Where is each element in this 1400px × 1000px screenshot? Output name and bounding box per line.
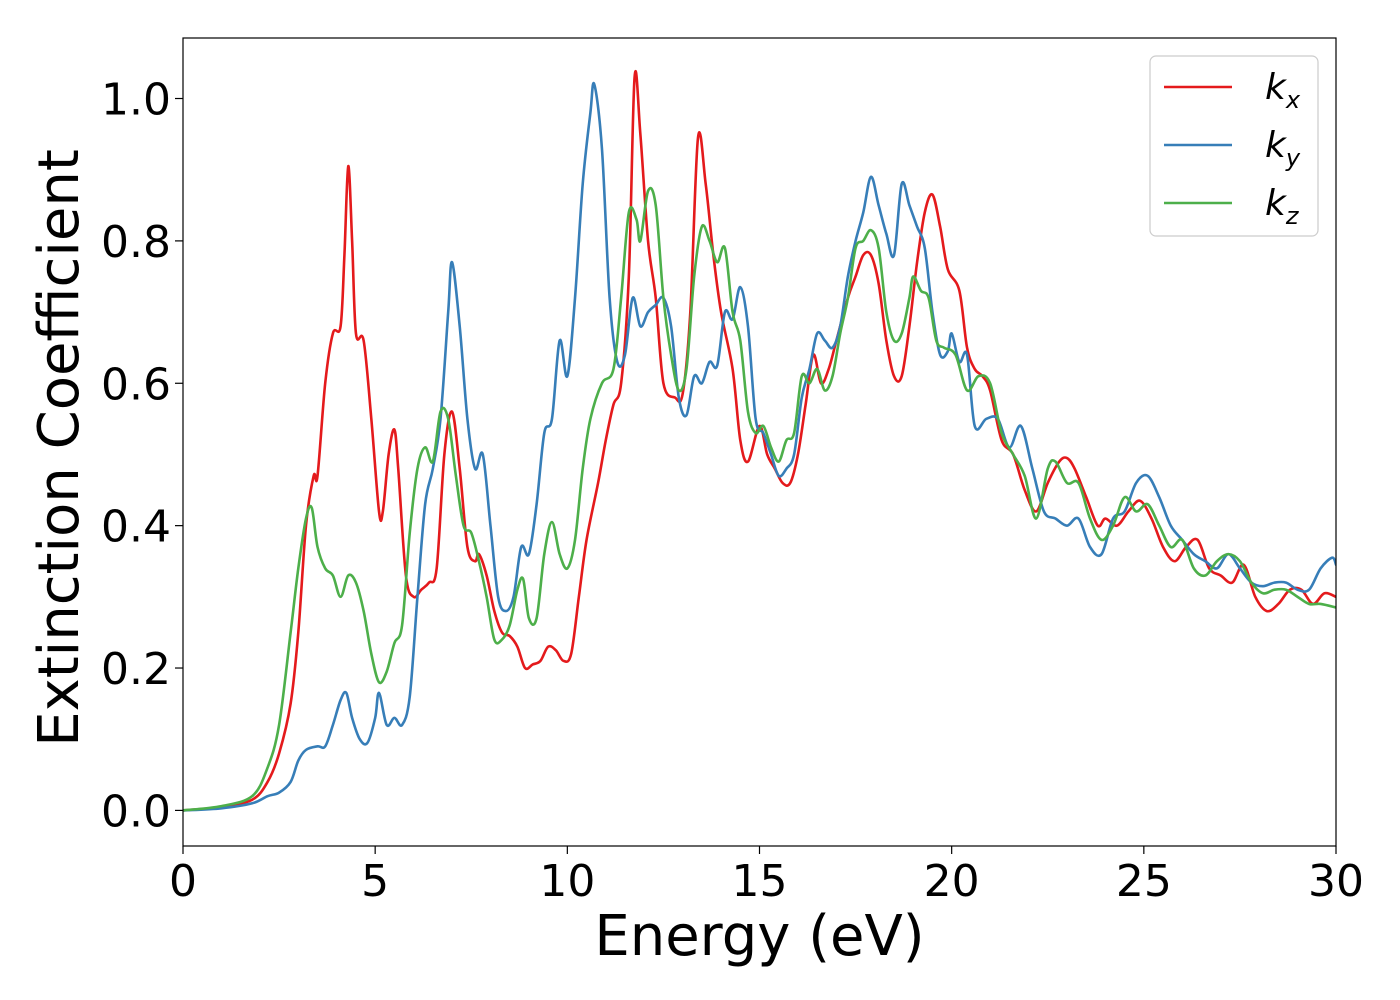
legend-label-sub: x	[1285, 86, 1301, 114]
legend-label-main: k	[1265, 67, 1288, 108]
x-tick-label: 5	[361, 856, 389, 907]
series-line-kx	[183, 69, 1336, 812]
legend-label-main: k	[1265, 183, 1288, 224]
y-tick-label: 0.2	[101, 644, 171, 695]
legend-label-sub: z	[1285, 202, 1300, 230]
y-axis-title: Extinction Coefficient	[27, 149, 92, 747]
series-line-kz	[183, 186, 1336, 812]
y-tick-label: 0.8	[101, 217, 171, 268]
y-tick-label: 0.4	[101, 502, 171, 553]
x-tick-label: 20	[924, 856, 980, 907]
x-tick-label: 10	[539, 856, 595, 907]
legend-label-main: k	[1265, 125, 1288, 166]
legend-label-sub: y	[1285, 144, 1301, 172]
series-layer	[183, 69, 1336, 812]
x-tick-label: 15	[732, 856, 788, 907]
series-line-ky	[183, 81, 1336, 812]
legend-box	[1149, 55, 1319, 237]
y-tick-label: 1.0	[101, 75, 171, 126]
x-axis-title: Energy (eV)	[594, 904, 924, 969]
x-tick-label: 25	[1116, 856, 1172, 907]
legend-label-kz: kz	[1265, 183, 1300, 230]
y-tick-label: 0.6	[101, 359, 171, 410]
legend-label-ky: ky	[1265, 125, 1301, 172]
x-tick-label: 30	[1308, 856, 1364, 907]
y-tick-label: 0.0	[101, 786, 171, 837]
legend-label-kx: kx	[1265, 67, 1301, 114]
ticks-layer: 0 5 10 15 20 25 30 0.0 0.2 0.4 0.6 0.8 1.0	[101, 75, 1364, 907]
x-tick-label: 0	[169, 856, 197, 907]
